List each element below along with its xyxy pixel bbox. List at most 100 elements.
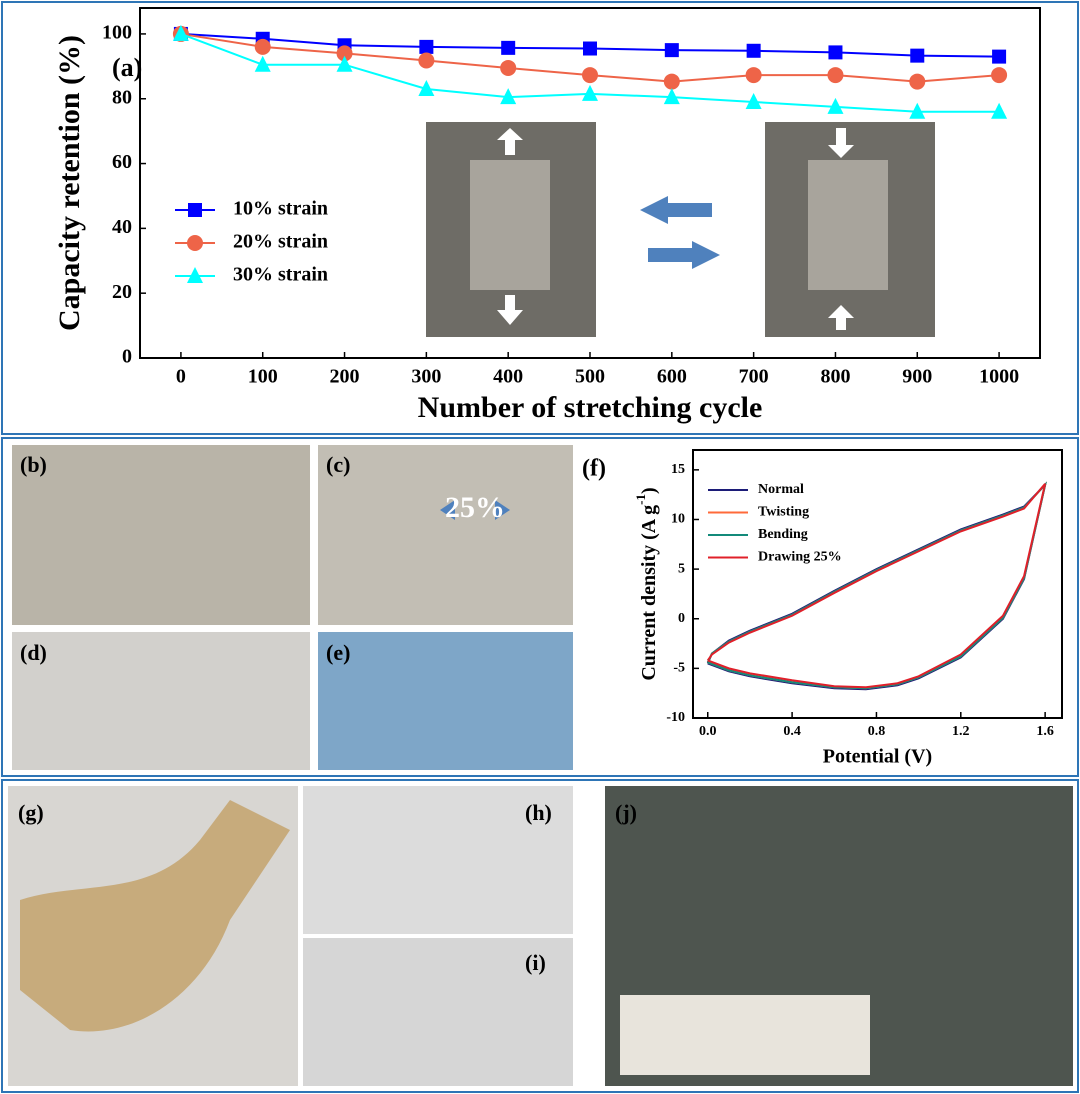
y-tick-label: 0 [122,346,132,368]
breadboard [620,995,870,1075]
y-tick-label: 0 [678,611,685,626]
arm-illustration [20,800,290,1032]
x-tick-label: 1.6 [1036,724,1054,739]
y-axis-label-part: Current density (A g [638,505,660,681]
marker [746,43,761,58]
series-line [706,483,1047,689]
marker [583,41,597,56]
photo [303,786,573,934]
y-tick-label: 10 [671,512,685,527]
x-axis-label: Potential (V) [823,746,932,768]
x-tick-label: 100 [248,366,278,388]
plot-frame [692,449,1063,719]
x-tick-label: 1000 [979,366,1019,388]
y-tick-label: 40 [112,216,132,238]
x-tick-label: 0.0 [699,724,717,739]
marker [582,67,598,84]
arrow [640,196,712,224]
legend-label: Twisting [758,505,809,520]
panel-label: (g) [18,800,44,825]
panel-label: (i) [525,950,546,975]
photo [12,445,310,625]
photo [318,445,573,625]
y-axis-label: Current density (A g-1) [633,487,659,680]
y-tick-label: -5 [673,661,685,676]
legend-marker [187,235,203,251]
panel-label: (c) [326,452,350,477]
y-tick-label: 5 [678,561,685,576]
marker [501,40,516,55]
photo [303,938,573,1086]
arrow [440,500,455,520]
marker [745,67,762,84]
y-tick-label: 15 [671,462,685,477]
marker [419,39,434,54]
marker [254,55,271,72]
marker [582,84,598,101]
arrow [648,241,720,269]
y-axis-label: Capacity retention (%) [53,35,86,331]
x-tick-label: 300 [411,366,441,388]
x-tick-label: 200 [330,366,360,388]
y-axis-label-part: ) [638,487,660,494]
y-tick-label: 60 [112,151,132,173]
panel-border [1,437,1079,777]
y-tick-label: 100 [102,22,132,44]
photo [318,632,573,770]
panel-label: (b) [20,452,47,477]
legend-marker [188,203,202,217]
panel-label: (h) [525,800,552,825]
marker [745,92,762,109]
marker [500,59,517,76]
x-tick-label: 0 [176,366,186,388]
marker [663,88,680,105]
panel-label: (d) [20,640,47,665]
inset-photo [426,122,596,337]
y-axis-label-part: -1 [633,494,648,505]
photo [12,632,310,770]
y-tick-label: 80 [112,86,132,108]
marker [909,73,926,90]
x-axis-label: Number of stretching cycle [418,391,763,424]
marker [418,52,435,69]
marker [500,88,517,105]
marker [991,102,1008,119]
panel-label: (j) [615,800,637,825]
marker [991,67,1008,84]
y-tick-label: 20 [112,281,132,303]
marker [827,67,844,84]
x-tick-label: 500 [575,366,605,388]
marker [909,102,926,119]
legend-label: Drawing 25% [758,550,842,565]
legend-label: Normal [758,482,804,497]
marker [172,24,189,41]
marker [910,48,925,63]
x-tick-label: 400 [493,366,523,388]
x-tick-label: 1.2 [952,724,970,739]
marker [992,49,1007,64]
inset-photo [765,122,935,337]
photo-annotation: 25% [445,491,505,524]
x-tick-label: 0.4 [783,724,801,739]
legend-label: 10% strain [233,198,328,220]
legend-label: 30% strain [233,264,328,286]
legend-label: Bending [758,527,808,542]
panel-border [1,1,1079,435]
panel-label: (f) [582,456,606,482]
y-axis-label-part: Capacity retention (%) [53,35,86,331]
legend-label: 20% strain [233,231,328,253]
x-tick-label: 800 [820,366,850,388]
marker [254,38,271,55]
x-tick-label: 700 [739,366,769,388]
marker [664,43,679,58]
marker [336,55,353,72]
legend-marker [187,267,203,283]
x-tick-label: 600 [657,366,687,388]
marker [663,73,680,90]
panel-label: (e) [326,640,350,665]
panel-label: (a) [112,53,142,82]
marker [336,45,353,62]
marker [418,80,435,97]
panel-border [1,779,1079,1093]
